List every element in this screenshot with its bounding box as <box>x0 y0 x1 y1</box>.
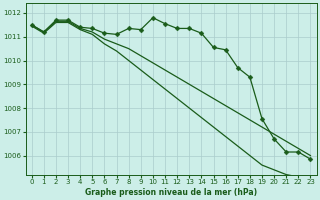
X-axis label: Graphe pression niveau de la mer (hPa): Graphe pression niveau de la mer (hPa) <box>85 188 257 197</box>
